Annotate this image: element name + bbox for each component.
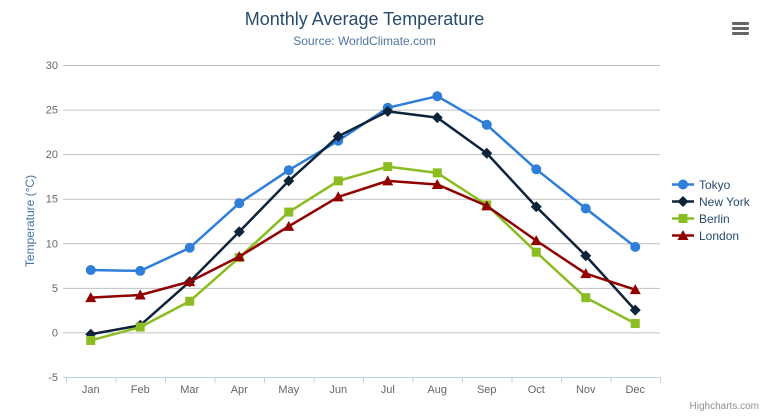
london-point-jun[interactable] <box>332 191 344 202</box>
hamburger-bar <box>731 31 749 35</box>
london-point-may[interactable] <box>283 220 295 231</box>
legend: Tokyo New York Berlin London <box>672 176 750 244</box>
series-line-new-york[interactable] <box>89 110 637 336</box>
berlin-point-may[interactable] <box>284 207 294 217</box>
hamburger-bar <box>731 26 749 30</box>
credits-link[interactable]: Highcharts.com <box>689 401 759 412</box>
tokyo-point-dec[interactable] <box>630 241 641 252</box>
x-axis-category-label: Aug <box>427 384 447 396</box>
y-axis-tick-label: 20 <box>46 149 58 161</box>
new-york-point-jul[interactable] <box>382 105 394 117</box>
tokyo-point-sep[interactable] <box>481 119 492 130</box>
x-axis-category-label: Sep <box>477 384 497 396</box>
legend-item-new-york[interactable]: New York <box>672 193 750 210</box>
berlin-point-jun[interactable] <box>333 176 343 186</box>
x-axis-category-label: Dec <box>625 384 645 396</box>
export-menu-button[interactable] <box>730 20 750 36</box>
berlin-point-oct[interactable] <box>531 247 541 257</box>
london-point-oct[interactable] <box>530 235 542 246</box>
y-axis-tick-label: -5 <box>48 372 58 384</box>
y-axis-tick-label: 5 <box>52 283 58 295</box>
new-york-point-may[interactable] <box>283 175 295 187</box>
new-york-point-aug[interactable] <box>431 112 443 124</box>
x-axis-category-label: Jun <box>329 384 347 396</box>
london-point-feb[interactable] <box>134 289 146 300</box>
legend-item-tokyo[interactable]: Tokyo <box>672 176 750 193</box>
london-legend-marker <box>677 230 689 240</box>
y-axis-tick-label: 30 <box>46 60 58 72</box>
y-axis-tick-label: 10 <box>46 238 58 250</box>
legend-item-label: New York <box>699 194 750 209</box>
series-line-berlin[interactable] <box>89 165 637 342</box>
berlin-series-marker-icon <box>672 214 694 223</box>
london-point-jul[interactable] <box>382 175 394 186</box>
legend-item-label: Berlin <box>699 211 730 226</box>
new-york-point-apr[interactable] <box>233 226 245 238</box>
berlin-point-feb[interactable] <box>135 322 145 332</box>
x-axis-category-label: Oct <box>528 384 545 396</box>
legend-item-label: Tokyo <box>699 177 731 192</box>
tokyo-point-may[interactable] <box>283 165 294 176</box>
berlin-point-nov[interactable] <box>581 293 591 303</box>
x-axis-category-label: Mar <box>180 384 199 396</box>
hamburger-icon <box>731 21 749 35</box>
new-york-point-jun[interactable] <box>332 130 344 142</box>
new-york-point-nov[interactable] <box>580 250 592 262</box>
new-york-point-sep[interactable] <box>481 147 493 159</box>
london-point-nov[interactable] <box>580 268 592 279</box>
series-line-london[interactable] <box>89 179 637 299</box>
london-point-jan[interactable] <box>85 292 97 303</box>
x-axis-category-label: Jul <box>381 384 395 396</box>
tokyo-point-nov[interactable] <box>580 203 591 214</box>
legend-item-london[interactable]: London <box>672 227 750 244</box>
berlin-point-dec[interactable] <box>630 319 640 329</box>
x-axis-category-label: Nov <box>576 384 596 396</box>
series-line-tokyo[interactable] <box>89 94 637 273</box>
chart-title: Monthly Average Temperature <box>244 9 485 29</box>
london-point-dec[interactable] <box>629 284 641 295</box>
chart-subtitle: Source: WorldClimate.com <box>293 34 436 48</box>
y-axis-tick-label: 15 <box>46 194 58 206</box>
y-axis-tick-label: 0 <box>52 327 58 339</box>
berlin-point-jan[interactable] <box>86 335 96 345</box>
tokyo-legend-marker <box>678 179 688 190</box>
tokyo-series-marker-icon <box>672 179 694 190</box>
tokyo-point-aug[interactable] <box>432 91 443 102</box>
new-york-point-dec[interactable] <box>629 304 641 316</box>
berlin-point-mar[interactable] <box>185 296 195 306</box>
new-york-point-oct[interactable] <box>530 201 542 213</box>
y-axis-title: Temperature (°C) <box>23 175 37 267</box>
london-point-apr[interactable] <box>233 251 245 262</box>
berlin-point-jul[interactable] <box>383 162 393 172</box>
legend-item-label: London <box>699 228 740 243</box>
x-axis-category-label: May <box>278 384 299 396</box>
berlin-legend-marker <box>678 214 688 223</box>
tokyo-point-mar[interactable] <box>184 242 195 253</box>
london-point-sep[interactable] <box>481 200 493 211</box>
london-series-marker-icon <box>672 230 694 240</box>
hamburger-bar <box>731 21 749 25</box>
tokyo-point-apr[interactable] <box>234 198 245 209</box>
y-axis-tick-label: 25 <box>46 105 58 117</box>
tokyo-point-jan[interactable] <box>85 265 96 276</box>
legend-item-berlin[interactable]: Berlin <box>672 210 750 227</box>
x-axis-category-label: Feb <box>131 384 150 396</box>
tokyo-point-oct[interactable] <box>531 164 542 175</box>
new-york-series-marker-icon <box>672 196 694 207</box>
london-point-aug[interactable] <box>431 178 443 189</box>
x-axis-category-label: Apr <box>231 384 248 396</box>
new-york-legend-marker <box>677 196 689 207</box>
tokyo-point-feb[interactable] <box>135 265 146 276</box>
berlin-point-aug[interactable] <box>432 168 442 178</box>
london-point-mar[interactable] <box>184 276 196 287</box>
x-axis-category-label: Jan <box>82 384 100 396</box>
